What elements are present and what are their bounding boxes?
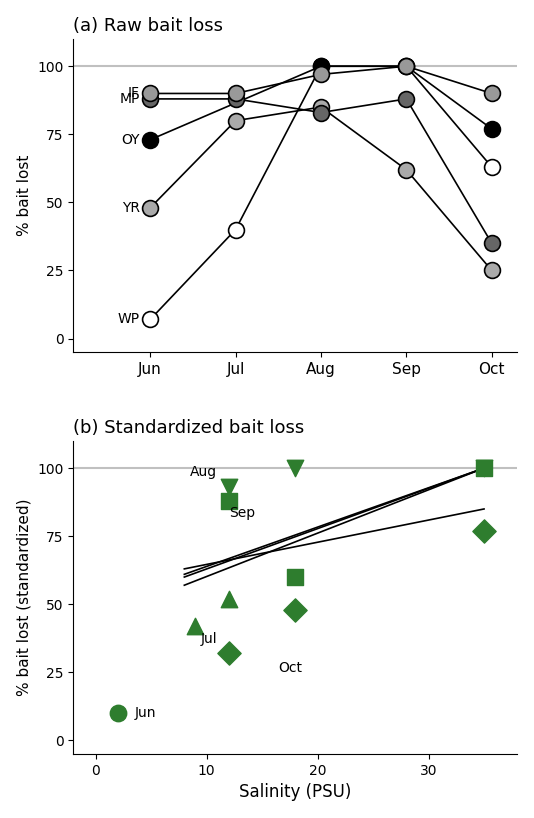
Text: MP: MP <box>120 92 140 106</box>
Point <box>317 60 325 73</box>
Point <box>488 123 496 136</box>
Point <box>488 236 496 249</box>
Text: WP: WP <box>118 312 140 326</box>
Point <box>488 87 496 100</box>
Text: Oct: Oct <box>279 662 303 676</box>
Point <box>231 223 240 236</box>
Text: OY: OY <box>121 133 140 146</box>
Point <box>317 68 325 81</box>
Point <box>291 570 300 583</box>
Text: Sep: Sep <box>229 506 255 520</box>
Point <box>291 461 300 474</box>
Point <box>480 524 488 537</box>
Text: Jun: Jun <box>135 706 156 720</box>
Point <box>231 115 240 128</box>
Point <box>402 92 411 106</box>
Point <box>402 60 411 73</box>
Text: Aug: Aug <box>190 465 217 479</box>
Point <box>224 481 233 494</box>
Point <box>146 201 154 214</box>
Point <box>402 60 411 73</box>
Point <box>231 92 240 106</box>
Point <box>291 603 300 616</box>
Point <box>146 87 154 100</box>
Point <box>146 313 154 326</box>
Point <box>146 92 154 106</box>
Y-axis label: % bait lost (standardized): % bait lost (standardized) <box>17 499 32 696</box>
Point <box>231 87 240 100</box>
Point <box>317 60 325 73</box>
Text: Jul: Jul <box>201 631 217 645</box>
Point <box>224 494 233 507</box>
Y-axis label: % bait lost: % bait lost <box>17 155 32 236</box>
Text: (a) Raw bait loss: (a) Raw bait loss <box>73 16 223 34</box>
Text: YR: YR <box>122 201 140 215</box>
Point <box>146 133 154 146</box>
Point <box>317 101 325 114</box>
Point <box>224 647 233 660</box>
Point <box>317 106 325 119</box>
Point <box>488 264 496 277</box>
Text: IF: IF <box>128 87 140 101</box>
Point <box>113 707 122 720</box>
Point <box>224 592 233 605</box>
Point <box>480 461 488 474</box>
Point <box>480 461 488 474</box>
Point <box>402 163 411 176</box>
X-axis label: Salinity (PSU): Salinity (PSU) <box>239 784 351 802</box>
Point <box>191 619 200 632</box>
Text: (b) Standardized bait loss: (b) Standardized bait loss <box>73 419 304 437</box>
Point <box>402 60 411 73</box>
Point <box>488 160 496 173</box>
